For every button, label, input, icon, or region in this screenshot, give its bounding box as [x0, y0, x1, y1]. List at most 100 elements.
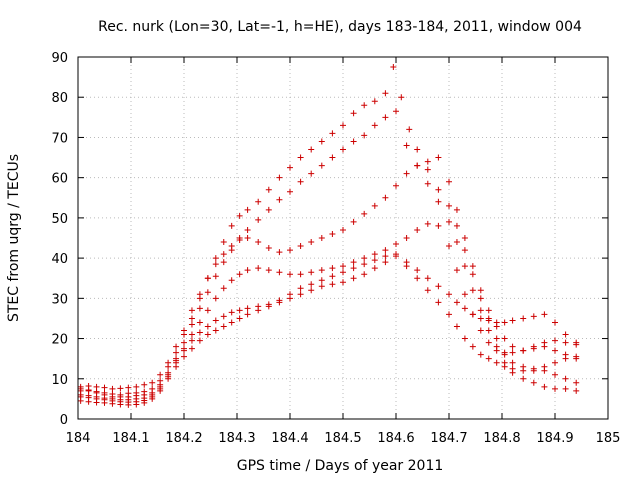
data-point [255, 216, 262, 223]
series-arc-2 [77, 108, 580, 403]
data-point [393, 182, 399, 189]
data-point [276, 196, 283, 203]
data-point [446, 202, 452, 209]
data-point [424, 220, 431, 227]
data-point [414, 162, 421, 169]
data-point [541, 339, 548, 346]
data-point [228, 243, 235, 250]
chart-title: Rec. nurk (Lon=30, Lat=-1, h=HE), days 1… [98, 19, 582, 35]
data-point [361, 261, 368, 268]
data-point [435, 222, 442, 229]
series-arc-1 [77, 64, 580, 398]
data-point [101, 396, 108, 403]
data-point [446, 218, 452, 225]
data-point [573, 379, 580, 386]
data-point [220, 313, 227, 320]
data-point [93, 395, 100, 402]
data-point [255, 239, 262, 246]
data-point [149, 393, 156, 400]
data-point [382, 194, 389, 201]
data-point [340, 279, 346, 286]
data-point [204, 331, 211, 338]
y-tick-labels: 0 10 20 30 40 50 60 70 80 90 [51, 51, 68, 428]
data-point [157, 385, 164, 392]
series-arc-3 [77, 154, 580, 392]
data-point [297, 243, 304, 250]
data-point [350, 110, 357, 117]
data-point [573, 353, 580, 360]
x-tick-label: 184.1 [112, 431, 149, 446]
data-point [318, 235, 325, 241]
data-point [93, 389, 100, 396]
y-tick-label: 90 [51, 51, 68, 66]
data-point [318, 277, 325, 284]
data-point [393, 108, 399, 115]
data-point [552, 319, 558, 326]
data-point [228, 222, 235, 229]
data-point [308, 269, 315, 276]
data-point [188, 307, 195, 314]
x-tick-label: 184.5 [324, 431, 361, 446]
data-point [297, 285, 304, 292]
data-point [109, 385, 116, 392]
data-point [530, 343, 537, 350]
data-point [361, 271, 368, 278]
data-point [361, 102, 368, 109]
data-point [552, 359, 558, 366]
data-point [220, 251, 227, 258]
data-point [125, 384, 132, 391]
data-point [340, 263, 346, 270]
data-point [196, 329, 203, 336]
data-point [318, 138, 325, 145]
data-point [573, 339, 580, 346]
data-point [461, 247, 468, 254]
data-point [165, 359, 172, 366]
data-point [461, 305, 468, 312]
data-point [461, 263, 468, 270]
data-point [469, 311, 476, 318]
data-point [361, 132, 368, 139]
data-point [530, 313, 537, 320]
axis-ticks [77, 56, 609, 420]
data-point [562, 331, 569, 338]
series-arc-6 [77, 251, 580, 406]
data-point [244, 267, 251, 274]
data-point [477, 307, 484, 314]
data-point [541, 363, 548, 370]
data-point [181, 353, 187, 360]
data-point [414, 226, 421, 233]
y-axis-label: STEC from uqrg / TECUs [6, 154, 22, 322]
data-point [435, 154, 442, 161]
x-tick-label: 184 [66, 431, 91, 446]
data-point [530, 367, 537, 374]
data-point [562, 339, 569, 346]
data-point [236, 307, 243, 314]
data-point [453, 239, 460, 246]
data-point [141, 397, 148, 404]
data-point [77, 385, 84, 392]
data-point [265, 303, 272, 310]
data-point [469, 263, 476, 270]
data-point [435, 198, 442, 205]
data-point [403, 170, 410, 177]
data-point [101, 384, 108, 391]
data-point [562, 385, 569, 392]
data-point [446, 311, 452, 318]
data-point [493, 347, 500, 354]
data-point [382, 253, 389, 260]
data-point [165, 373, 172, 380]
data-point [552, 385, 558, 392]
data-point [297, 291, 304, 298]
data-point [382, 114, 389, 121]
data-point [220, 259, 227, 266]
data-point [181, 327, 187, 334]
data-point [485, 339, 492, 346]
data-point [453, 206, 460, 213]
data-point [287, 188, 293, 195]
data-point [188, 321, 195, 328]
data-point [552, 371, 558, 378]
data-point [173, 357, 180, 364]
data-point [141, 391, 148, 398]
data-point [329, 230, 336, 237]
data-point [340, 226, 346, 233]
